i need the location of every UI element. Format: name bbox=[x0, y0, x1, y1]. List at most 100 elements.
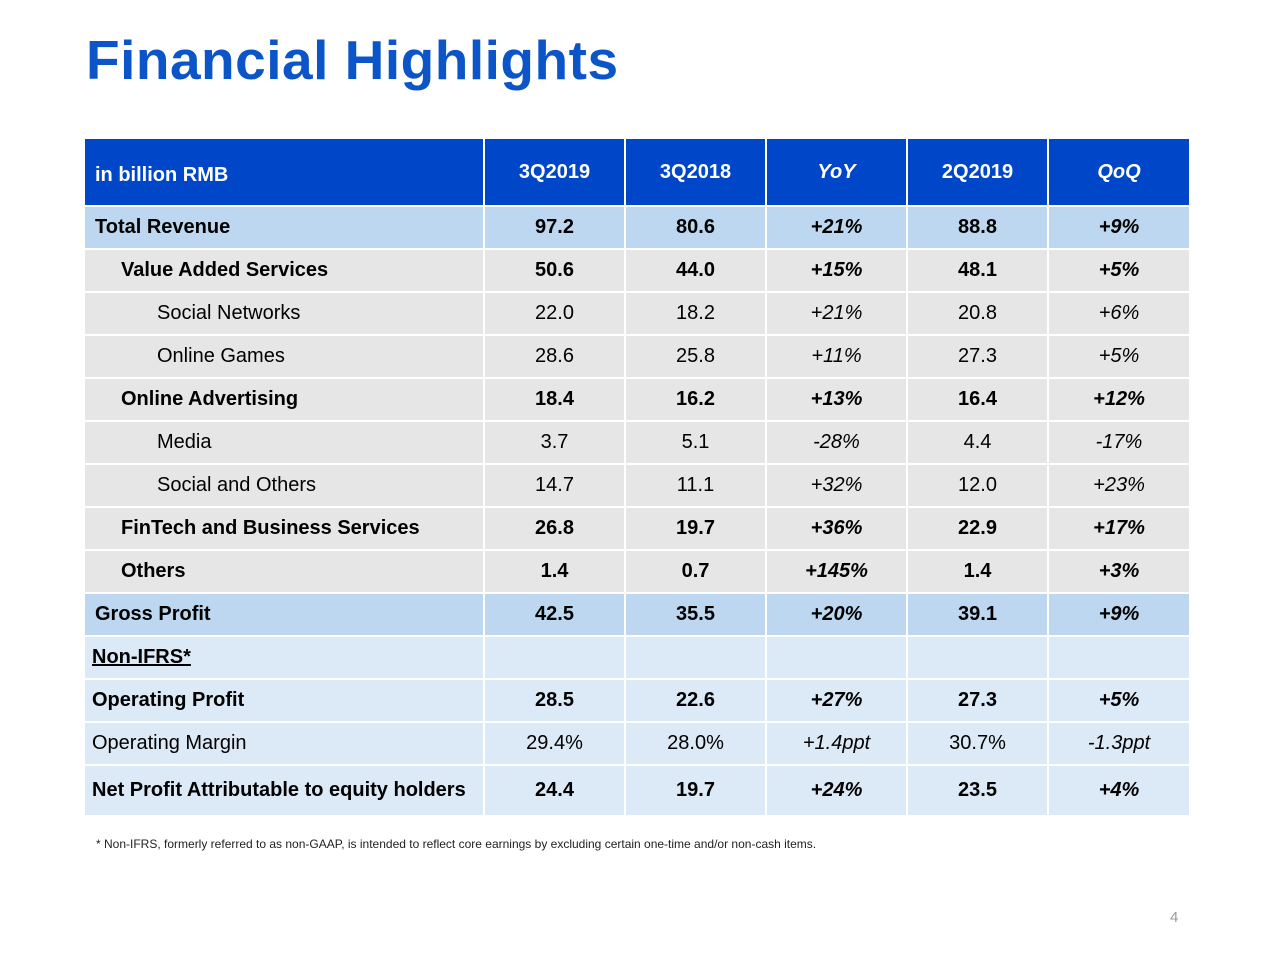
cell-qoq: +6% bbox=[1047, 291, 1191, 336]
table-header-row: in billion RMB 3Q2019 3Q2018 YoY 2Q2019 … bbox=[83, 137, 1191, 207]
cell-qoq: +23% bbox=[1047, 463, 1191, 508]
footnote: * Non-IFRS, formerly referred to as non-… bbox=[96, 837, 817, 851]
cell-yoy: +27% bbox=[765, 678, 908, 723]
table-row-media: Media 3.7 5.1 -28% 4.4 -17% bbox=[83, 420, 1191, 465]
cell-yoy bbox=[765, 635, 908, 680]
page-number: 4 bbox=[1170, 909, 1179, 926]
cell-3q2019 bbox=[483, 635, 626, 680]
cell-3q2019: 22.0 bbox=[483, 291, 626, 336]
cell-yoy: +21% bbox=[765, 205, 908, 250]
cell-3q2018: 25.8 bbox=[624, 334, 767, 379]
cell-3q2018: 80.6 bbox=[624, 205, 767, 250]
cell-2q2019: 48.1 bbox=[906, 248, 1049, 293]
cell-qoq: +3% bbox=[1047, 549, 1191, 594]
cell-qoq bbox=[1047, 635, 1191, 680]
cell-3q2018: 22.6 bbox=[624, 678, 767, 723]
cell-3q2018: 28.0% bbox=[624, 721, 767, 766]
cell-yoy: +32% bbox=[765, 463, 908, 508]
cell-3q2019: 3.7 bbox=[483, 420, 626, 465]
cell-3q2018: 16.2 bbox=[624, 377, 767, 422]
cell-qoq: +4% bbox=[1047, 764, 1191, 817]
cell-3q2019: 97.2 bbox=[483, 205, 626, 250]
table-row-online-advertising: Online Advertising 18.4 16.2 +13% 16.4 +… bbox=[83, 377, 1191, 422]
table-row-online-games: Online Games 28.6 25.8 +11% 27.3 +5% bbox=[83, 334, 1191, 379]
cell-3q2019: 1.4 bbox=[483, 549, 626, 594]
cell-yoy: +145% bbox=[765, 549, 908, 594]
cell-3q2019: 50.6 bbox=[483, 248, 626, 293]
table-row-gross-profit: Gross Profit 42.5 35.5 +20% 39.1 +9% bbox=[83, 592, 1191, 637]
cell-qoq: +5% bbox=[1047, 334, 1191, 379]
cell-3q2019: 29.4% bbox=[483, 721, 626, 766]
cell-yoy: +13% bbox=[765, 377, 908, 422]
table-row-total-revenue: Total Revenue 97.2 80.6 +21% 88.8 +9% bbox=[83, 205, 1191, 250]
cell-3q2018: 11.1 bbox=[624, 463, 767, 508]
cell-3q2018: 19.7 bbox=[624, 764, 767, 817]
cell-2q2019: 16.4 bbox=[906, 377, 1049, 422]
cell-3q2018: 44.0 bbox=[624, 248, 767, 293]
cell-yoy: +20% bbox=[765, 592, 908, 637]
cell-3q2018: 35.5 bbox=[624, 592, 767, 637]
cell-3q2019: 18.4 bbox=[483, 377, 626, 422]
cell-qoq: -17% bbox=[1047, 420, 1191, 465]
cell-2q2019: 1.4 bbox=[906, 549, 1049, 594]
table-row-social-and-others: Social and Others 14.7 11.1 +32% 12.0 +2… bbox=[83, 463, 1191, 508]
cell-yoy: +36% bbox=[765, 506, 908, 551]
cell-yoy: +24% bbox=[765, 764, 908, 817]
row-label: Online Advertising bbox=[83, 377, 485, 422]
cell-3q2018 bbox=[624, 635, 767, 680]
column-header-yoy: YoY bbox=[765, 137, 908, 207]
cell-qoq: -1.3ppt bbox=[1047, 721, 1191, 766]
cell-yoy: +11% bbox=[765, 334, 908, 379]
table-row-operating-profit: Operating Profit 28.5 22.6 +27% 27.3 +5% bbox=[83, 678, 1191, 723]
cell-yoy: -28% bbox=[765, 420, 908, 465]
cell-3q2018: 0.7 bbox=[624, 549, 767, 594]
cell-3q2018: 19.7 bbox=[624, 506, 767, 551]
column-header-2q2019: 2Q2019 bbox=[906, 137, 1049, 207]
cell-2q2019: 27.3 bbox=[906, 678, 1049, 723]
cell-yoy: +15% bbox=[765, 248, 908, 293]
row-label: Total Revenue bbox=[83, 205, 485, 250]
row-label: Net Profit Attributable to equity holder… bbox=[83, 764, 485, 817]
table-row-others: Others 1.4 0.7 +145% 1.4 +3% bbox=[83, 549, 1191, 594]
cell-yoy: +1.4ppt bbox=[765, 721, 908, 766]
cell-2q2019: 27.3 bbox=[906, 334, 1049, 379]
cell-2q2019: 88.8 bbox=[906, 205, 1049, 250]
row-label: Operating Margin bbox=[83, 721, 485, 766]
cell-qoq: +9% bbox=[1047, 205, 1191, 250]
row-label: Social and Others bbox=[83, 463, 485, 508]
cell-2q2019: 39.1 bbox=[906, 592, 1049, 637]
page-title: Financial Highlights bbox=[86, 29, 619, 91]
row-label: Others bbox=[83, 549, 485, 594]
cell-qoq: +17% bbox=[1047, 506, 1191, 551]
cell-2q2019: 30.7% bbox=[906, 721, 1049, 766]
table-row-net-profit: Net Profit Attributable to equity holder… bbox=[83, 764, 1191, 817]
cell-qoq: +5% bbox=[1047, 678, 1191, 723]
unit-header: in billion RMB bbox=[83, 137, 485, 207]
cell-2q2019: 12.0 bbox=[906, 463, 1049, 508]
cell-yoy: +21% bbox=[765, 291, 908, 336]
column-header-3q2018: 3Q2018 bbox=[624, 137, 767, 207]
cell-3q2018: 18.2 bbox=[624, 291, 767, 336]
cell-3q2019: 26.8 bbox=[483, 506, 626, 551]
row-label: FinTech and Business Services bbox=[83, 506, 485, 551]
cell-3q2019: 28.6 bbox=[483, 334, 626, 379]
table-row-social-networks: Social Networks 22.0 18.2 +21% 20.8 +6% bbox=[83, 291, 1191, 336]
row-label: Value Added Services bbox=[83, 248, 485, 293]
table-row-value-added-services: Value Added Services 50.6 44.0 +15% 48.1… bbox=[83, 248, 1191, 293]
cell-qoq: +12% bbox=[1047, 377, 1191, 422]
cell-3q2019: 42.5 bbox=[483, 592, 626, 637]
table-row-operating-margin: Operating Margin 29.4% 28.0% +1.4ppt 30.… bbox=[83, 721, 1191, 766]
table-row-non-ifrs-heading: Non-IFRS* bbox=[83, 635, 1191, 680]
row-label: Online Games bbox=[83, 334, 485, 379]
column-header-3q2019: 3Q2019 bbox=[483, 137, 626, 207]
cell-2q2019: 22.9 bbox=[906, 506, 1049, 551]
row-label: Social Networks bbox=[83, 291, 485, 336]
cell-3q2019: 14.7 bbox=[483, 463, 626, 508]
cell-2q2019: 4.4 bbox=[906, 420, 1049, 465]
cell-qoq: +9% bbox=[1047, 592, 1191, 637]
row-label: Operating Profit bbox=[83, 678, 485, 723]
financial-highlights-table: in billion RMB 3Q2019 3Q2018 YoY 2Q2019 … bbox=[83, 137, 1191, 817]
cell-3q2019: 28.5 bbox=[483, 678, 626, 723]
row-label: Media bbox=[83, 420, 485, 465]
table-row-fintech-business-services: FinTech and Business Services 26.8 19.7 … bbox=[83, 506, 1191, 551]
